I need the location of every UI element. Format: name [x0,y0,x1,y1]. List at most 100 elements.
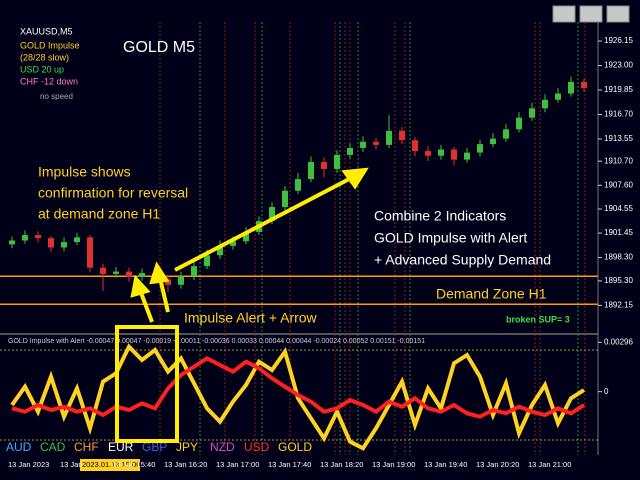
indicator-line [11,356,586,419]
annotation: Impulse Alert + Arrow [184,310,318,326]
candle-body [477,144,483,153]
candle-body [165,279,171,285]
minimize-button[interactable] [552,5,576,23]
currency-label: AUD [6,440,32,454]
time-label: 13 Jan 21:00 [528,460,571,469]
candle-body [555,93,561,100]
y-tick-label: 1916.70 [604,110,633,119]
candle-body [74,237,80,243]
restore-button[interactable] [579,5,603,23]
candle-body [516,117,522,130]
candle-body [61,242,67,248]
candle-body [191,266,197,277]
weak-currency: CHF -12 down [20,76,78,86]
currency-label: GBP [142,440,167,454]
annotation: + Advanced Supply Demand [374,252,551,268]
time-label: 13 Jan 17:00 [216,460,259,469]
annotation: at demand zone H1 [38,206,160,222]
time-label: 13 Jan [60,460,83,469]
candle-body [464,152,470,160]
indicator-name: GOLD Impulse [20,40,80,50]
arrows [130,167,369,323]
y-tick-label: 0.00296 [604,337,633,346]
candle-body [451,149,457,160]
currency-label: USD [244,440,270,454]
candle-body [243,231,249,242]
currency-label: CAD [40,440,66,454]
y-tick-label: 0 [604,387,609,396]
candle-body [9,240,15,245]
candle-body [386,130,392,145]
indicator-line [10,343,586,451]
candle-body [399,130,405,141]
y-tick-label: 1919.85 [604,85,633,94]
time-label: 13 Jan 20:20 [476,460,519,469]
chart-title: GOLD M5 [123,39,195,56]
broken-support: broken SUP= 3 [506,314,570,324]
panel-separator [0,333,598,335]
symbol-label: XAUUSD,M5 [20,26,73,36]
arrow-head [130,274,151,298]
candle-body [347,147,353,155]
time-label: 13 Jan 17:40 [268,460,311,469]
indicator-mode: (28/28 slow) [20,52,69,62]
y-tick-label: 1895.30 [604,276,633,285]
arrow [158,277,170,313]
candle-body [87,237,93,268]
arrow-head [149,261,170,285]
time-label: 13 Jan 2023 [8,460,49,469]
candle-body [581,81,587,89]
candle-body [269,207,275,222]
candle-body [22,235,28,241]
y-tick-label: 1923.00 [604,61,633,70]
y-tick-label: 1926.15 [604,36,633,45]
candle-body [100,267,106,274]
candle-body [139,273,145,278]
candle-body [334,154,340,169]
y-tick-label: 1898.30 [604,253,633,262]
speed-label: no speed [40,92,73,101]
time-label: 13 Jan 15:40 [112,460,155,469]
candle-body [204,255,210,267]
close-button[interactable] [606,5,630,23]
y-tick-label: 1892.15 [604,301,633,310]
candle-body [217,245,223,256]
cursor-time-bg [80,459,140,471]
candle-body [308,161,314,180]
strong-currency: USD 20 up [20,64,64,74]
candle-body [35,235,41,239]
candle-body [373,141,379,145]
arrow-head [341,167,369,190]
y-tick-label: 1901.45 [604,228,633,237]
candle-body [542,99,548,109]
candle-body [321,161,327,169]
time-label: 13 Jan 19:00 [372,460,415,469]
y-tick-label: 1907.60 [604,180,633,189]
y-tick-label: 1913.55 [604,134,633,143]
zone-label: Demand Zone H1 [436,286,547,302]
currency-label: JPY [176,440,198,454]
annotation: Combine 2 Indicators [374,208,506,224]
arrow [174,174,356,272]
candle-body [126,271,132,278]
candle-body [113,271,119,274]
currency-label: EUR [108,440,134,454]
currency-label: CHF [74,440,99,454]
y-tick-label: 1904.55 [604,204,633,213]
time-label: 13 Jan 18:20 [320,460,363,469]
highlight-box [115,325,179,443]
candle-body [412,140,418,152]
candle-body [490,138,496,145]
candle-body [282,190,288,208]
candle-body [295,179,301,191]
y-tick-label: 1910.70 [604,156,633,165]
currency-label: GOLD [278,440,312,454]
candle-body [425,151,431,156]
currency-label: NZD [210,440,235,454]
cursor-time: 2023.01.13 15:00 [82,460,140,469]
candle-body [178,276,184,285]
candle-body [568,81,574,94]
candle-body [438,149,444,156]
annotation: confirmation for reversal [38,185,188,201]
annotation: GOLD Impulse with Alert [374,230,527,246]
